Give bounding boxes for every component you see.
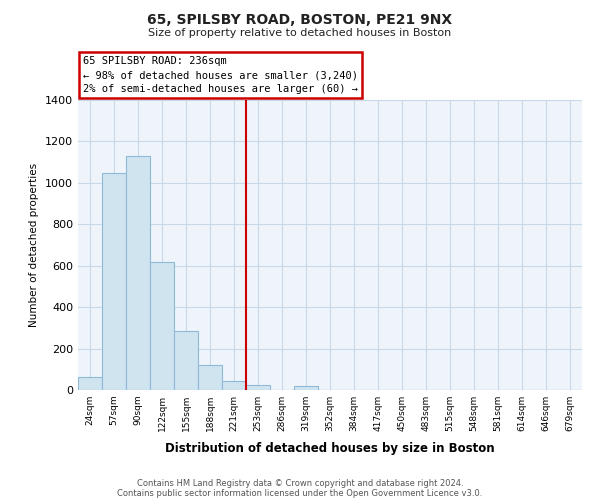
Y-axis label: Number of detached properties: Number of detached properties <box>29 163 40 327</box>
Bar <box>150 262 174 390</box>
Text: 65, SPILSBY ROAD, BOSTON, PE21 9NX: 65, SPILSBY ROAD, BOSTON, PE21 9NX <box>148 12 452 26</box>
Bar <box>78 376 102 390</box>
Bar <box>294 386 318 390</box>
Bar <box>222 380 246 390</box>
Text: Contains HM Land Registry data © Crown copyright and database right 2024.: Contains HM Land Registry data © Crown c… <box>137 478 463 488</box>
X-axis label: Distribution of detached houses by size in Boston: Distribution of detached houses by size … <box>165 442 495 456</box>
Text: 65 SPILSBY ROAD: 236sqm
← 98% of detached houses are smaller (3,240)
2% of semi-: 65 SPILSBY ROAD: 236sqm ← 98% of detache… <box>83 56 358 94</box>
Bar <box>246 385 270 390</box>
Bar <box>126 156 150 390</box>
Bar <box>102 172 126 390</box>
Bar <box>198 365 222 390</box>
Text: Size of property relative to detached houses in Boston: Size of property relative to detached ho… <box>148 28 452 38</box>
Bar <box>174 331 198 390</box>
Text: Contains public sector information licensed under the Open Government Licence v3: Contains public sector information licen… <box>118 488 482 498</box>
